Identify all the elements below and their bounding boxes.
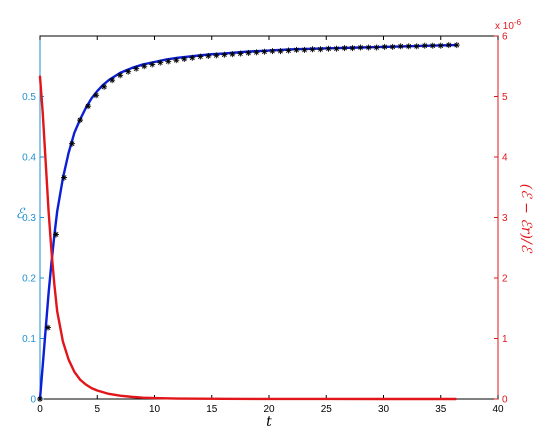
left-y-tick-label: 0.3 bbox=[22, 213, 36, 224]
asterisk-marker bbox=[85, 103, 92, 110]
asterisk-marker bbox=[397, 43, 404, 50]
asterisk-marker bbox=[237, 50, 244, 57]
asterisk-marker bbox=[365, 44, 372, 51]
asterisk-marker bbox=[69, 140, 76, 147]
asterisk-marker bbox=[429, 42, 436, 49]
right-axis-exponent: x 10-6 bbox=[495, 18, 522, 32]
right-y-tick-label: 4 bbox=[502, 153, 508, 164]
asterisk-marker bbox=[269, 48, 276, 55]
asterisk-marker bbox=[301, 46, 308, 53]
left-y-axis-ticks: 0 0.1 0.2 0.3 0.4 0.5 bbox=[22, 92, 44, 406]
asterisk-marker bbox=[277, 48, 284, 55]
asterisk-marker bbox=[165, 58, 172, 65]
right-axis-exponent-base: x 10 bbox=[495, 21, 514, 32]
asterisk-marker bbox=[189, 54, 196, 61]
asterisk-marker bbox=[381, 43, 388, 50]
asterisk-marker bbox=[349, 45, 356, 52]
left-y-tick-label: 0.5 bbox=[22, 92, 36, 103]
asterisk-marker bbox=[405, 43, 412, 50]
asterisk-marker bbox=[389, 43, 396, 50]
x-tick-label: 40 bbox=[492, 404, 504, 415]
asterisk-marker bbox=[309, 46, 316, 53]
asterisk-marker bbox=[373, 44, 380, 51]
asterisk-marker bbox=[133, 65, 140, 72]
right-y-tick-label: 0 bbox=[502, 395, 508, 406]
x-axis-ticks: 0 5 10 15 20 25 30 35 40 bbox=[37, 36, 504, 415]
asterisk-marker bbox=[453, 42, 460, 49]
blue-energy-curve bbox=[38, 43, 457, 401]
right-y-tick-label: 3 bbox=[502, 213, 508, 224]
asterisk-marker bbox=[117, 72, 124, 79]
right-y-tick-label: 2 bbox=[502, 274, 508, 285]
x-tick-label: 5 bbox=[94, 404, 100, 415]
left-y-tick-label: 0 bbox=[30, 395, 36, 406]
asterisk-marker bbox=[213, 52, 220, 59]
asterisk-marker bbox=[93, 92, 100, 99]
asterisk-marker bbox=[45, 324, 52, 331]
right-axis-exponent-power: -6 bbox=[514, 18, 522, 27]
red-error-curve bbox=[38, 75, 457, 401]
plot-frame bbox=[39, 35, 499, 400]
right-y-axis-label: (ℰ − ℰr)/ℰ bbox=[518, 184, 534, 254]
asterisk-marker bbox=[261, 48, 268, 55]
right-y-tick-label: 1 bbox=[502, 334, 508, 345]
asterisk-marker bbox=[125, 68, 132, 75]
asterisk-marker bbox=[109, 77, 116, 84]
x-tick-label: 35 bbox=[435, 404, 447, 415]
asterisk-marker bbox=[157, 59, 164, 66]
left-y-tick-label: 0.1 bbox=[22, 334, 36, 345]
asterisk-marker bbox=[245, 49, 252, 56]
x-tick-label: 10 bbox=[149, 404, 161, 415]
asterisk-marker bbox=[229, 51, 236, 58]
asterisk-marker bbox=[341, 45, 348, 52]
x-tick-label: 30 bbox=[378, 404, 390, 415]
asterisk-marker bbox=[445, 42, 452, 49]
right-y-tick-label: 6 bbox=[502, 32, 508, 43]
asterisk-marker bbox=[357, 44, 364, 51]
left-y-tick-label: 0.4 bbox=[22, 153, 36, 164]
asterisk-marker bbox=[141, 63, 148, 70]
x-tick-label: 15 bbox=[206, 404, 218, 415]
asterisk-marker bbox=[197, 53, 204, 60]
asterisk-marker bbox=[413, 43, 420, 50]
asterisk-marker bbox=[37, 396, 43, 402]
asterisk-marker bbox=[173, 57, 180, 64]
asterisk-marker bbox=[421, 42, 428, 49]
x-tick-label: 25 bbox=[321, 404, 333, 415]
series-layer bbox=[37, 42, 460, 402]
x-axis-label: t bbox=[266, 414, 272, 430]
asterisk-marker bbox=[101, 83, 108, 90]
asterisk-marker bbox=[149, 61, 156, 68]
asterisk-marker bbox=[253, 49, 260, 56]
left-y-axis-label: ℰ bbox=[16, 206, 26, 222]
asterisk-marker bbox=[77, 117, 84, 124]
asterisk-marker bbox=[181, 55, 188, 62]
x-tick-label: 20 bbox=[263, 404, 275, 415]
right-y-axis-ticks: 0 1 2 3 4 5 6 bbox=[494, 32, 508, 406]
x-tick-label: 0 bbox=[37, 404, 43, 415]
asterisk-marker bbox=[285, 47, 292, 54]
asterisk-marker bbox=[205, 52, 212, 59]
asterisk-marker bbox=[53, 231, 60, 238]
asterisk-marker bbox=[333, 45, 340, 52]
asterisk-marker bbox=[61, 174, 68, 181]
asterisk-marker bbox=[293, 46, 300, 53]
asterisk-marker bbox=[317, 46, 324, 53]
asterisk-marker bbox=[221, 51, 228, 58]
asterisk-marker bbox=[437, 42, 444, 49]
left-y-tick-label: 0.2 bbox=[22, 274, 36, 285]
right-y-tick-label: 5 bbox=[502, 92, 508, 103]
asterisk-marker bbox=[325, 45, 332, 52]
